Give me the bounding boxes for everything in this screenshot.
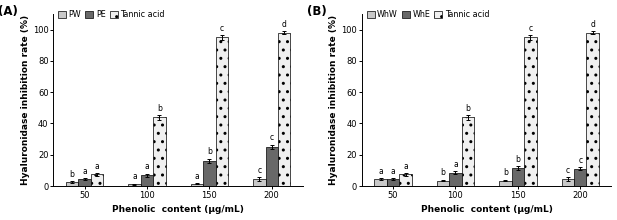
Bar xyxy=(561,179,574,186)
Text: b: b xyxy=(503,169,508,177)
Bar xyxy=(153,117,166,186)
Text: c: c xyxy=(220,24,224,33)
Text: c: c xyxy=(578,156,582,165)
Bar xyxy=(387,179,399,186)
Text: (A): (A) xyxy=(0,6,19,18)
Text: a: a xyxy=(144,162,149,171)
Bar xyxy=(449,173,462,186)
Y-axis label: Hyaluronidase inhibition rate (%): Hyaluronidase inhibition rate (%) xyxy=(329,15,339,185)
Text: a: a xyxy=(194,172,199,181)
Legend: WhW, WhE, Tannic acid: WhW, WhE, Tannic acid xyxy=(366,9,490,20)
Bar xyxy=(128,184,141,186)
Bar xyxy=(437,181,449,186)
Text: c: c xyxy=(257,166,262,175)
Text: (B): (B) xyxy=(307,6,327,18)
Text: d: d xyxy=(590,20,595,29)
Text: c: c xyxy=(528,24,532,33)
Text: b: b xyxy=(465,104,470,113)
Bar xyxy=(66,182,78,186)
Text: b: b xyxy=(157,104,162,113)
Bar xyxy=(511,168,524,186)
Bar xyxy=(462,117,474,186)
Bar xyxy=(574,169,587,186)
Bar xyxy=(524,37,537,186)
Bar xyxy=(499,181,511,186)
Text: a: a xyxy=(453,160,458,169)
Text: b: b xyxy=(441,169,445,177)
Bar xyxy=(265,147,278,186)
Text: a: a xyxy=(378,167,383,176)
X-axis label: Phenolic  content (μg/mL): Phenolic content (μg/mL) xyxy=(112,205,244,214)
Bar xyxy=(587,33,599,186)
Text: a: a xyxy=(82,167,87,176)
Legend: PW, PE, Tannic acid: PW, PE, Tannic acid xyxy=(57,9,165,20)
Bar xyxy=(253,179,265,186)
Bar xyxy=(91,174,103,186)
Bar xyxy=(399,174,412,186)
Text: a: a xyxy=(94,162,99,171)
Bar xyxy=(203,161,215,186)
Text: d: d xyxy=(282,20,287,29)
Text: a: a xyxy=(391,167,395,176)
Bar xyxy=(375,179,387,186)
X-axis label: Phenolic  content (μg/mL): Phenolic content (μg/mL) xyxy=(421,205,553,214)
Bar xyxy=(191,184,203,186)
Text: c: c xyxy=(566,166,570,175)
Text: b: b xyxy=(207,147,212,156)
Bar xyxy=(278,33,291,186)
Y-axis label: Hyaluronidase inhibition rate (%): Hyaluronidase inhibition rate (%) xyxy=(21,15,30,185)
Bar xyxy=(78,179,91,186)
Text: a: a xyxy=(403,162,408,171)
Text: a: a xyxy=(132,172,137,181)
Bar xyxy=(141,175,153,186)
Text: b: b xyxy=(515,155,520,164)
Text: b: b xyxy=(70,170,75,179)
Text: c: c xyxy=(270,133,274,142)
Bar xyxy=(215,37,228,186)
